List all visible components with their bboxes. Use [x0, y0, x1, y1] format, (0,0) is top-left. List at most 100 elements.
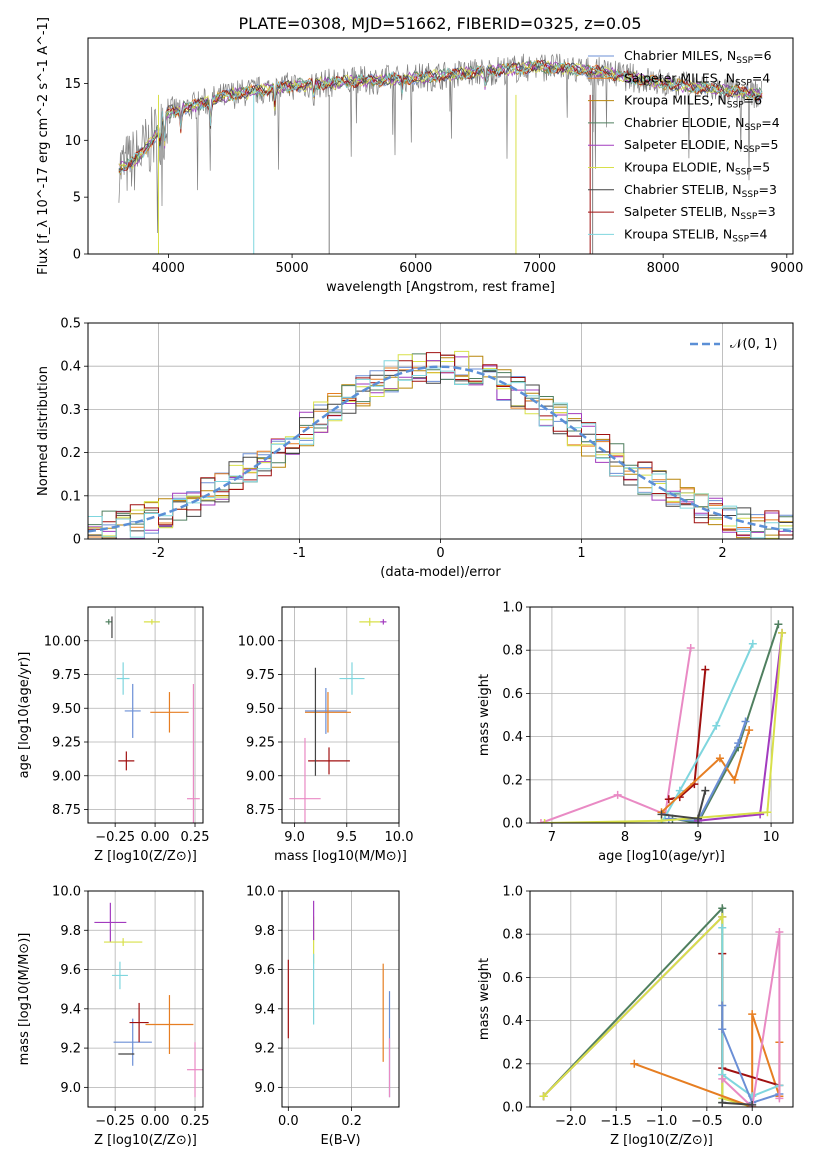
weight-series-2 — [660, 643, 754, 823]
y-tick-label: 9.25 — [246, 736, 275, 751]
weight-series-6 — [721, 1005, 780, 1104]
model-spectrum-8 — [118, 60, 763, 175]
y-tick-label: 5 — [73, 191, 81, 206]
spectrum-legend: Chabrier MILES, NSSP=6 Salpeter MILES, NS… — [588, 48, 780, 244]
weight-marker — [712, 721, 721, 730]
data-point-3 — [339, 662, 365, 695]
model-spectrum-4 — [118, 60, 763, 168]
plot-area — [536, 620, 787, 823]
weight-marker — [718, 1025, 727, 1034]
data-point-6 — [187, 1042, 203, 1098]
legend-subscript: SSP — [727, 101, 744, 111]
y-tick-label: 8.75 — [246, 803, 275, 818]
weight-marker — [539, 1092, 548, 1101]
y-tick-label: 0.8 — [502, 928, 523, 943]
x-tick-label: 8000 — [647, 261, 680, 276]
legend-count: =4 — [752, 70, 770, 85]
x-tick-label: 9.0 — [284, 830, 305, 845]
plot-area — [539, 904, 784, 1107]
plot-area — [105, 616, 200, 823]
legend-subscript: SSP — [742, 190, 759, 200]
weight-marker — [775, 928, 784, 937]
weight-marker — [774, 620, 783, 629]
weight-marker — [718, 912, 727, 921]
y-tick-label: 0 — [73, 248, 81, 263]
y-tick-label: 0.4 — [60, 360, 81, 375]
y-tick-label: 0.3 — [60, 403, 81, 418]
legend-label-8: Kroupa STELIB, NSSP=4 — [624, 226, 768, 244]
legend-label-5: Kroupa ELODIE, NSSP=5 — [624, 160, 770, 178]
x-axis-label: Z [log10(Z/Z⊙)] — [610, 1133, 713, 1148]
legend-count: =4 — [749, 226, 767, 241]
x-tick-label: 0.25 — [181, 1114, 210, 1129]
legend-label-0: Chabrier MILES, NSSP=6 — [624, 48, 772, 66]
x-tick-label: 10 — [763, 830, 780, 845]
weight-marker — [748, 1010, 757, 1019]
x-tick-label: 0.00 — [141, 830, 170, 845]
weight-marker — [701, 786, 710, 795]
x-tick-label: 0.00 — [141, 1114, 170, 1129]
data-point-1 — [143, 619, 160, 625]
weight-vs-age-panel: 7 8 9 10 0.0 0.2 0.4 0.6 0.8 1.0 age [log10(age/yr… — [477, 601, 794, 864]
y-tick-label: 0.2 — [502, 1057, 523, 1072]
legend-count: =6 — [753, 48, 771, 63]
weight-marker — [718, 923, 727, 932]
weight-marker — [718, 1001, 727, 1010]
data-point-1 — [103, 938, 143, 946]
weight-marker — [664, 795, 673, 804]
y-tick-label: 15 — [64, 77, 81, 92]
data-point-3 — [116, 662, 130, 695]
legend-subscript: SSP — [736, 56, 753, 66]
axes-frame — [87, 606, 204, 824]
data-point-0 — [94, 902, 127, 943]
weight-marker — [775, 1094, 784, 1103]
data-point-5 — [118, 751, 135, 771]
data-point-5 — [308, 747, 350, 775]
x-tick-label: −0.25 — [95, 1114, 135, 1129]
x-tick-label: -2 — [152, 546, 165, 561]
weight-marker — [686, 644, 695, 653]
axes-frame — [87, 890, 204, 1108]
y-tick-label: 0.8 — [502, 644, 523, 659]
x-tick-label: 8 — [621, 830, 629, 845]
y-axis-label: Flux [f_λ 10^-17 erg cm^-2 s^-1 A^-1] — [36, 17, 51, 275]
y-tick-label: 9.00 — [246, 769, 275, 784]
mass-vs-metallicity-panel: −0.25 0.00 0.25 9.0 9.2 9.4 9.6 9.8 10.0 Z [log10… — [17, 885, 209, 1149]
y-tick-label: 0.0 — [502, 817, 523, 832]
x-tick-label: 7000 — [523, 261, 556, 276]
x-tick-label: 0.0 — [742, 1114, 763, 1129]
weight-vs-metallicity-panel: −2.0 −1.5 −1.0 −0.5 0.0 0.0 0.2 0.4 0.6 0.8 1.0 Z [… — [477, 885, 794, 1148]
data-point-4 — [129, 1002, 149, 1043]
weight-marker — [694, 814, 703, 823]
data-point-4 — [150, 692, 189, 733]
weight-series-7 — [721, 931, 781, 1107]
weight-marker — [613, 790, 622, 799]
x-tick-label: 0.0 — [278, 1114, 299, 1129]
x-tick-label: −1.0 — [646, 1114, 678, 1129]
y-tick-label: 10.0 — [246, 885, 275, 900]
x-tick-label: 2 — [718, 546, 726, 561]
weight-marker — [778, 628, 787, 637]
mass-vs-ebv-panel: 0.0 0.2 9.0 9.2 9.4 9.6 9.8 10.0 E(B-V) — [246, 885, 400, 1148]
x-tick-label: -1 — [293, 546, 306, 561]
figure-title: PLATE=0308, MJD=51662, FIBERID=0325, z=0… — [238, 14, 641, 33]
model-spectrum-7 — [118, 59, 763, 173]
y-tick-label: 10 — [64, 134, 81, 149]
residuals-panel: -2 -1 0 1 2 0 0.1 0.2 0.3 0.4 0.5 (data-model)/erro… — [36, 317, 794, 580]
weight-marker — [734, 739, 743, 748]
weight-series-8 — [722, 1101, 753, 1106]
data-point-2 — [111, 961, 128, 990]
legend-count: =4 — [761, 115, 779, 130]
x-tick-label: 9.5 — [336, 830, 357, 845]
x-tick-label: 9 — [694, 830, 702, 845]
x-tick-label: 6000 — [399, 261, 432, 276]
y-tick-label: 9.50 — [52, 702, 81, 717]
weight-marker — [730, 775, 739, 784]
y-tick-label: 0 — [73, 533, 81, 548]
normal-reference-curve — [88, 365, 793, 533]
y-tick-label: 9.75 — [52, 668, 81, 683]
legend-subscript: SSP — [735, 78, 752, 88]
weight-marker — [718, 904, 727, 913]
data-point-3 — [113, 1018, 152, 1066]
